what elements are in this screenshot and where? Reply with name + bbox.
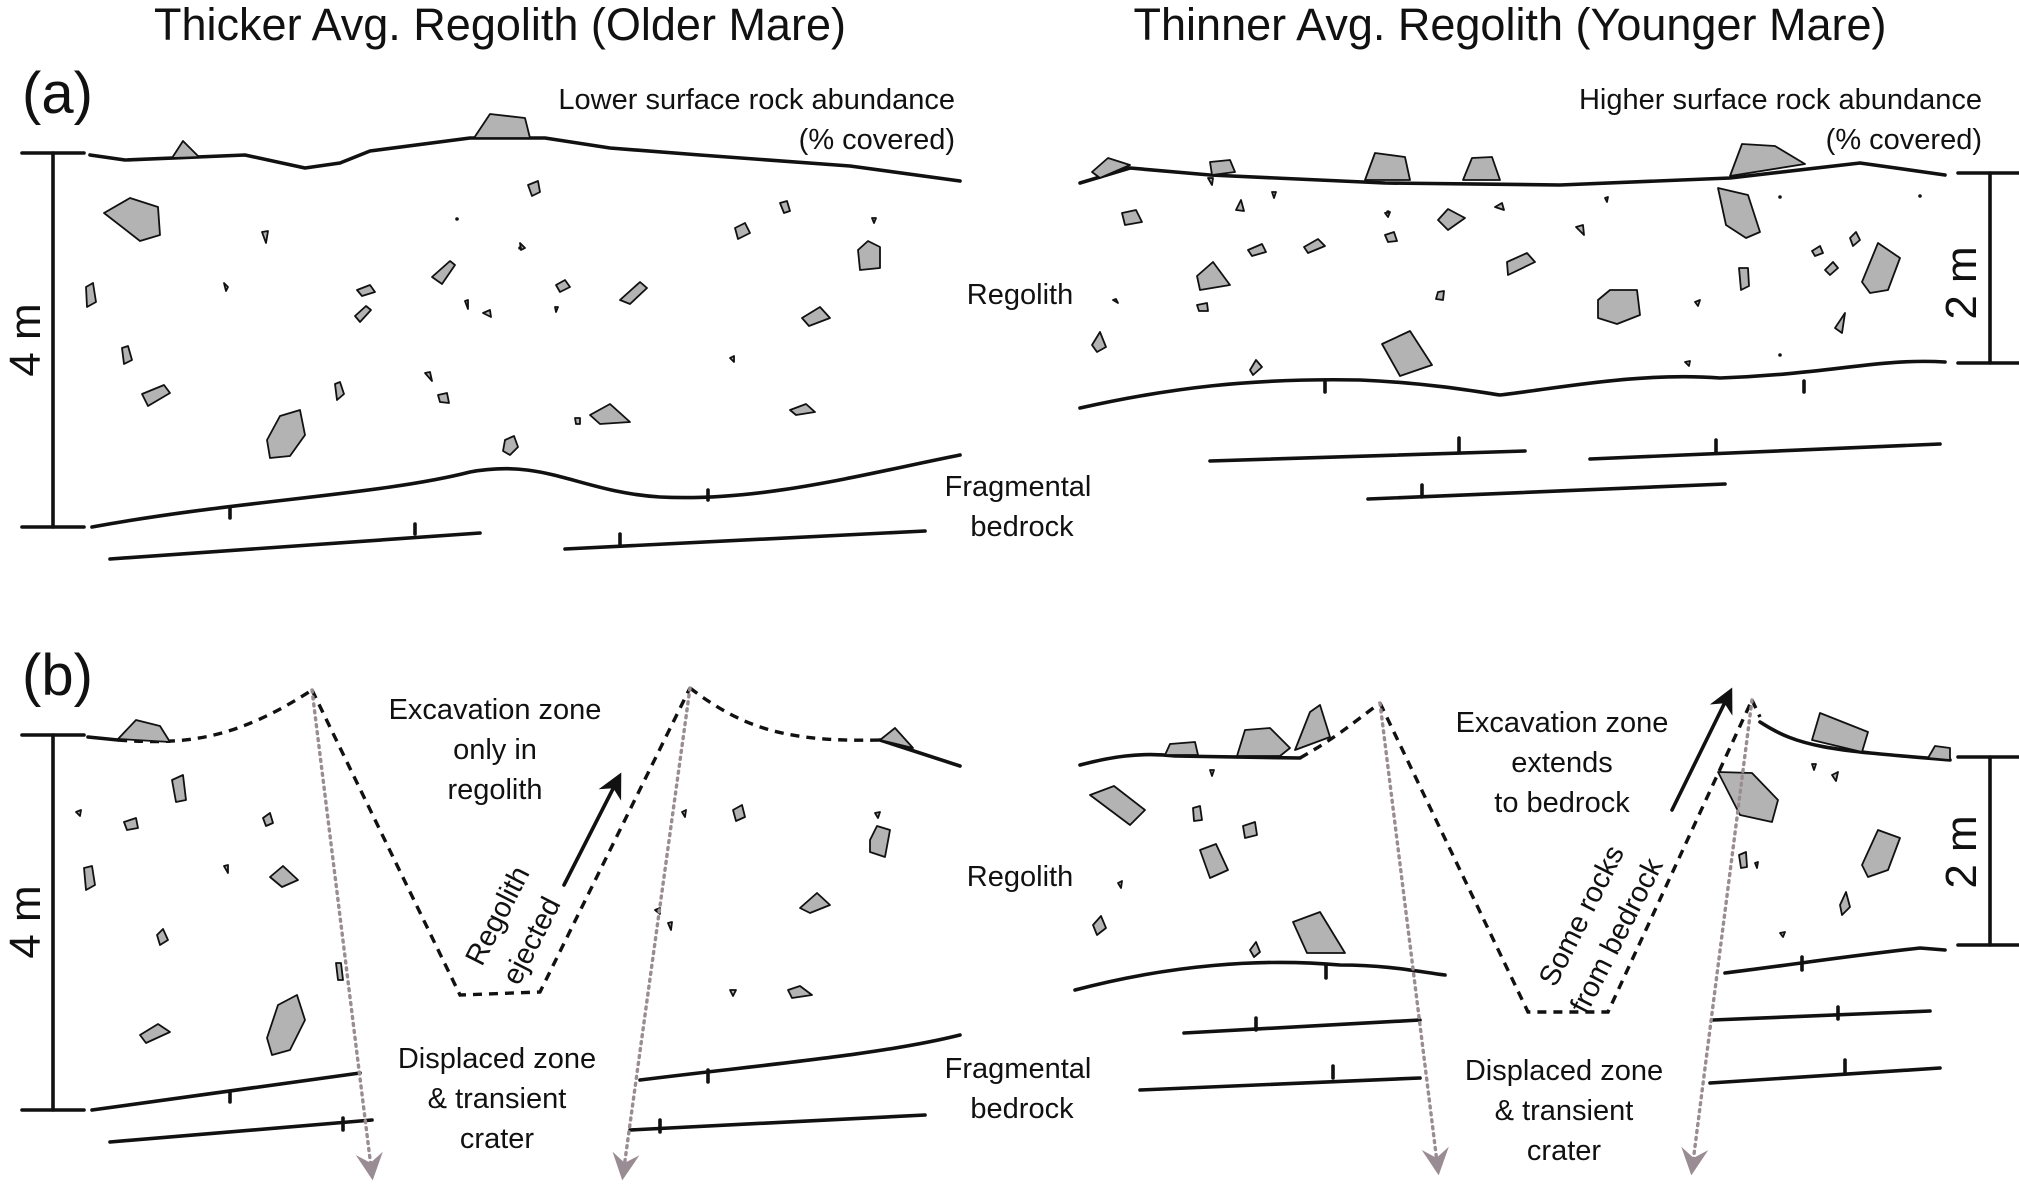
surface-line-left-b-right	[878, 738, 962, 768]
regolith-base-right-a	[1078, 359, 1947, 410]
label-displaced-right-3: crater	[1527, 1135, 1601, 1167]
surface-rocks-right-b	[1164, 704, 1951, 761]
scale-bar-left-b	[20, 733, 86, 1112]
bedrock-lines-left-a	[108, 529, 927, 561]
label-higher-rock-1: Higher surface rock abundance	[1579, 84, 1982, 116]
bedrock-ticks-right-a	[1323, 378, 1806, 499]
label-fragmental-a-2: bedrock	[970, 511, 1074, 543]
regolith-rocks-right-a	[1091, 177, 1922, 377]
regolith-base-right-b-right	[1723, 946, 1947, 975]
surface-rocks-left-a	[171, 113, 531, 159]
bedrock-lines-right-b	[1138, 1009, 1942, 1092]
regolith-base-right-b	[1073, 960, 1447, 992]
label-higher-rock-2: (% covered)	[1826, 124, 1982, 156]
label-regolith-b: Regolith	[967, 861, 1073, 893]
regolith-base-left-b	[90, 1071, 362, 1112]
surface-line-right-b-right	[1758, 720, 1952, 762]
surface-rocks-left-b	[117, 719, 914, 749]
label-regolith-a: Regolith	[967, 279, 1073, 311]
crater-rim-left	[117, 688, 313, 744]
ejecta-arrow-right	[1670, 687, 1733, 812]
scale-label-left-a: 4 m	[1, 303, 50, 376]
displacement-arrow-left-2	[612, 686, 692, 1181]
displacement-arrow-right-2	[1681, 698, 1754, 1176]
bedrock-lines-left-b	[108, 1113, 927, 1144]
regolith-base-left-a	[90, 453, 962, 529]
regolith-rocks-left-b	[75, 774, 891, 1056]
bedrock-lines-right-a	[1208, 442, 1942, 501]
regolith-base-left-b-right	[638, 1033, 962, 1082]
label-displaced-left-2: & transient	[428, 1083, 567, 1115]
panel-label-a: (a)	[22, 61, 93, 126]
surface-line-right-a	[1078, 161, 1947, 187]
regolith-rocks-right-b	[1089, 763, 1901, 958]
label-excav-left-1: Excavation zone	[389, 694, 602, 726]
scale-label-left-b: 4 m	[1, 885, 50, 958]
title-left: Thicker Avg. Regolith (Older Mare)	[154, 0, 846, 50]
scale-bar-right-a	[1956, 171, 2019, 365]
bedrock-ticks-left-a	[228, 488, 710, 548]
label-fragmental-b-1: Fragmental	[945, 1053, 1092, 1085]
label-displaced-right-1: Displaced zone	[1465, 1055, 1663, 1087]
label-excav-left-2: only in	[453, 734, 537, 766]
displacement-arrow-left-1	[310, 688, 383, 1181]
scale-bar-left-a	[20, 151, 86, 529]
label-fragmental-a-1: Fragmental	[945, 471, 1092, 503]
surface-line-left-a	[88, 136, 962, 183]
panel-label-b: (b)	[22, 643, 93, 708]
ejecta-arrow-left	[562, 772, 622, 887]
crater-rim-right-left	[688, 686, 881, 742]
crater-rim-right-b-right	[1750, 699, 1762, 718]
crater-wall-right-b	[1378, 699, 1754, 1014]
label-lower-rock-2: (% covered)	[799, 124, 955, 156]
displacement-arrow-right-1	[1378, 701, 1449, 1176]
scale-bar-right-b	[1956, 755, 2019, 947]
label-displaced-right-2: & transient	[1495, 1095, 1634, 1127]
title-right: Thinner Avg. Regolith (Younger Mare)	[1134, 0, 1887, 50]
crater-rim-right-b-left	[1299, 701, 1382, 760]
label-excav-right-1: Excavation zone	[1456, 707, 1669, 739]
label-excav-right-2: extends	[1511, 747, 1613, 779]
label-displaced-left-3: crater	[460, 1123, 534, 1155]
label-fragmental-b-2: bedrock	[970, 1093, 1074, 1125]
label-displaced-left-1: Displaced zone	[398, 1043, 596, 1075]
label-excav-left-3: regolith	[447, 774, 542, 806]
scale-label-right-b: 2 m	[1937, 815, 1986, 888]
label-excav-right-3: to bedrock	[1494, 787, 1630, 819]
scale-label-right-a: 2 m	[1937, 246, 1986, 319]
regolith-rocks-left-a	[85, 180, 881, 459]
label-lower-rock-1: Lower surface rock abundance	[558, 84, 955, 116]
surface-rocks-right-a	[1091, 143, 1806, 181]
surface-line-left-b	[86, 735, 120, 742]
